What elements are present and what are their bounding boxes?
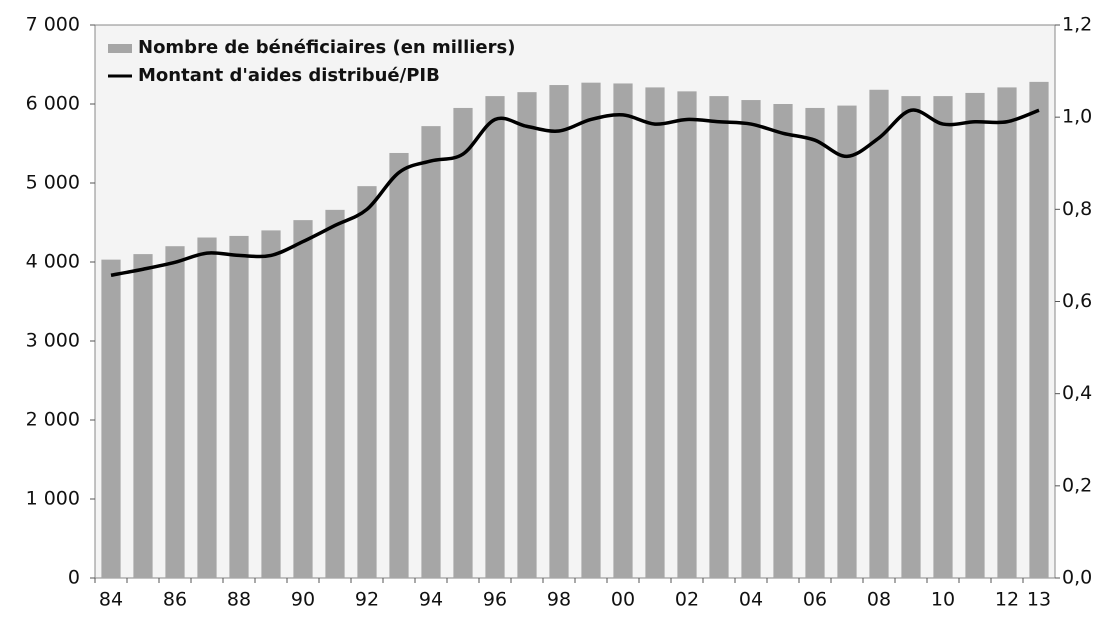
y-tick-label: 0: [68, 567, 80, 589]
bar: [421, 126, 441, 579]
x-tick-label: 08: [867, 589, 891, 611]
x-tick-label: 98: [547, 589, 571, 611]
x-tick-label: 00: [611, 589, 635, 611]
line: [110, 108, 1040, 277]
y-tick-label: 4 000: [26, 251, 80, 273]
bar: [1029, 81, 1049, 578]
bar: [293, 220, 313, 578]
x-tick-label: 92: [355, 589, 379, 611]
legend-swatch: [108, 44, 132, 53]
y2-tick-label: 1,2: [1062, 14, 1092, 36]
bar: [997, 87, 1017, 578]
x-tick-label: 02: [675, 589, 699, 611]
y2-tick-label: 0,0: [1062, 567, 1092, 589]
x-tick-label: 84: [99, 589, 123, 611]
bar: [805, 107, 825, 578]
bar: [485, 96, 505, 578]
bar: [165, 246, 185, 578]
y2-tick-label: 0,8: [1062, 198, 1092, 220]
bar: [965, 92, 985, 578]
y2-tick-label: 0,2: [1062, 474, 1092, 496]
y-tick-label: 3 000: [26, 330, 80, 352]
legend-label: Montant d'aides distribué/PIB: [138, 65, 440, 86]
bar: [517, 92, 537, 579]
bar: [389, 152, 409, 579]
bar: [613, 83, 633, 579]
plot-area: [94, 24, 1056, 579]
x-tick-label: 86: [163, 589, 187, 611]
bar: [869, 89, 889, 578]
bar: [325, 209, 345, 579]
y2-tick-label: 0,6: [1062, 290, 1092, 312]
x-tick-label: 04: [739, 589, 763, 611]
x-tick-label: 90: [291, 589, 315, 611]
bar: [453, 107, 473, 578]
y-tick-label: 5 000: [26, 172, 80, 194]
x-tick-label: 96: [483, 589, 507, 611]
bar: [773, 104, 793, 578]
bar: [101, 259, 121, 578]
bar: [741, 100, 761, 579]
bar: [229, 235, 249, 578]
x-tick-label: 12: [995, 589, 1019, 611]
y-tick-label: 1 000: [26, 488, 80, 510]
bar: [837, 105, 857, 578]
x-tick-label: 94: [419, 589, 443, 611]
y-tick-label: 2 000: [26, 409, 80, 431]
y-tick-label: 6 000: [26, 93, 80, 115]
bar: [677, 91, 697, 579]
x-tick-label: 10: [931, 589, 955, 611]
x-tick-label: 13: [1027, 589, 1051, 611]
y2-tick-label: 0,4: [1062, 382, 1092, 404]
legend-label: Nombre de bénéficiaires (en milliers): [138, 37, 515, 58]
bar: [133, 254, 153, 578]
bar: [549, 85, 569, 578]
bar: [197, 237, 217, 578]
y-tick-label: 7 000: [26, 14, 80, 36]
bar: [261, 230, 281, 578]
bar: [645, 87, 665, 578]
bar: [933, 96, 953, 578]
x-tick-label: 06: [803, 589, 827, 611]
bar: [901, 96, 921, 578]
y2-tick-label: 1,0: [1062, 106, 1092, 128]
bar: [709, 96, 729, 578]
bar: [357, 186, 377, 578]
x-tick-label: 88: [227, 589, 251, 611]
bar: [581, 82, 601, 579]
